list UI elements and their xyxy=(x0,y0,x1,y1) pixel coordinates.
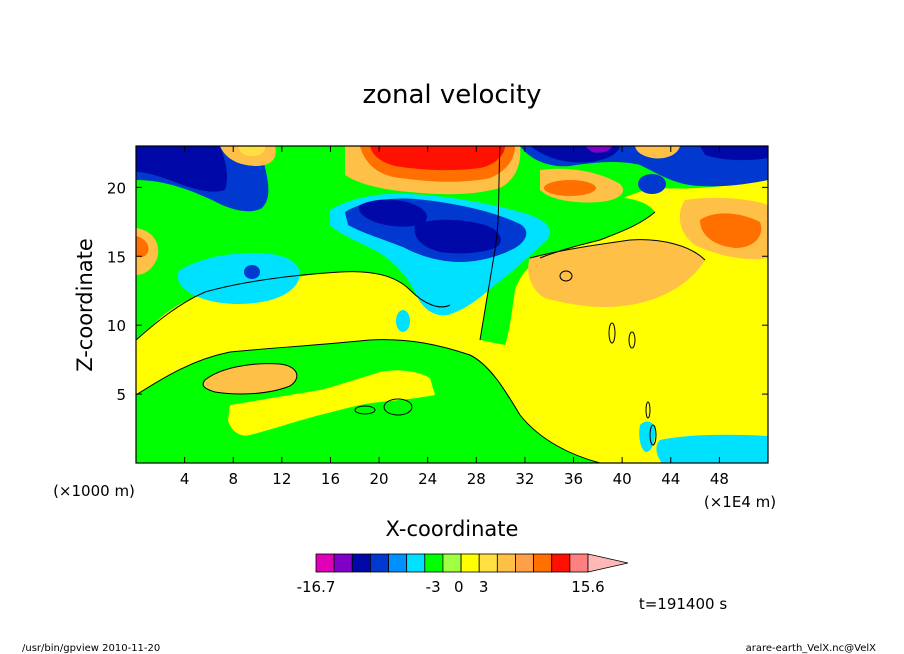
region-orange-topright-a xyxy=(635,146,680,159)
contour-lines xyxy=(136,146,706,463)
colorbar-arrow xyxy=(587,553,629,573)
y-tick-label: 10 xyxy=(107,317,126,335)
region-negative-right-strip xyxy=(480,146,655,345)
colorbar-label: 15.6 xyxy=(571,578,604,596)
region-darkorange-leftedge xyxy=(136,236,149,258)
colorbar-segment xyxy=(533,553,553,573)
y-tick-label: 5 xyxy=(116,386,126,404)
colorbar-label: -16.7 xyxy=(297,578,336,596)
region-navy-center-a xyxy=(359,199,427,227)
colorbar-segment xyxy=(551,553,571,573)
region-darkorange-right-b xyxy=(700,213,762,248)
x-unit-right: (×1E4 m) xyxy=(704,493,776,511)
colorbar-segment xyxy=(496,553,516,573)
colorbar-label: 3 xyxy=(479,578,489,596)
region-blue-spot xyxy=(244,265,260,279)
x-tick-label: 20 xyxy=(370,470,389,488)
colorbar-segment xyxy=(569,553,589,573)
footer-left: /usr/bin/gpview 2010-11-20 xyxy=(22,643,160,654)
y-tick-label: 20 xyxy=(107,179,126,197)
x-unit-left: (×1000 m) xyxy=(53,482,135,500)
footer-right: arare-earth_VelX.nc@VelX xyxy=(746,643,877,654)
y-tick-label: 15 xyxy=(107,248,126,266)
region-orange-right-c xyxy=(528,239,705,308)
x-tick-label: 48 xyxy=(710,470,729,488)
y-axis-label: Z-coordinate xyxy=(73,238,97,372)
colorbar-segment xyxy=(333,553,353,573)
colorbar-segment xyxy=(424,553,444,573)
x-axis-label: X-coordinate xyxy=(386,517,519,541)
colorbar-segment xyxy=(515,553,535,573)
colorbar-segment xyxy=(442,553,462,573)
x-tick-label: 44 xyxy=(661,470,680,488)
x-axis: 4 8 12 16 20 24 28 32 36 40 44 48 xyxy=(180,146,729,488)
region-purple-topright xyxy=(585,146,612,153)
colorbar-segment xyxy=(369,553,389,573)
region-navy-topright-b xyxy=(700,146,768,161)
colorbar-segment xyxy=(315,553,335,573)
colorbar-segment xyxy=(351,553,371,573)
region-weak-positive-lens xyxy=(228,370,435,436)
colorbar-segment xyxy=(478,553,498,573)
x-tick-label: 4 xyxy=(180,470,190,488)
colorbar: -16.7 -3 0 3 15.6 xyxy=(297,553,629,596)
x-tick-label: 24 xyxy=(418,470,437,488)
region-cyan-small xyxy=(396,310,410,332)
x-tick-label: 28 xyxy=(467,470,486,488)
x-tick-label: 12 xyxy=(272,470,291,488)
x-tick-label: 16 xyxy=(321,470,340,488)
region-cyan-bottomright xyxy=(656,434,768,463)
region-darkorange-right-a xyxy=(544,180,596,196)
colorbar-segment xyxy=(388,553,408,573)
colorbar-segment xyxy=(406,553,426,573)
plot-frame xyxy=(135,145,769,464)
colorbar-label: -3 xyxy=(426,578,441,596)
x-tick-label: 40 xyxy=(613,470,632,488)
region-navy-center-b xyxy=(414,219,501,254)
colorbar-label: 0 xyxy=(454,578,464,596)
region-lightorange-topleft xyxy=(238,146,266,156)
region-red-top xyxy=(370,146,505,171)
x-tick-label: 36 xyxy=(564,470,583,488)
x-tick-label: 32 xyxy=(515,470,534,488)
region-blue-topright-spot xyxy=(638,174,666,194)
region-orange-lowerleft xyxy=(203,363,297,394)
chart-title: zonal velocity xyxy=(362,80,541,110)
x-tick-label: 8 xyxy=(228,470,238,488)
time-label: t=191400 s xyxy=(639,595,727,613)
region-navy-topleft xyxy=(136,146,228,192)
y-axis: 5 10 15 20 xyxy=(107,179,768,404)
colorbar-segment xyxy=(460,553,480,573)
contour-field xyxy=(136,146,768,463)
